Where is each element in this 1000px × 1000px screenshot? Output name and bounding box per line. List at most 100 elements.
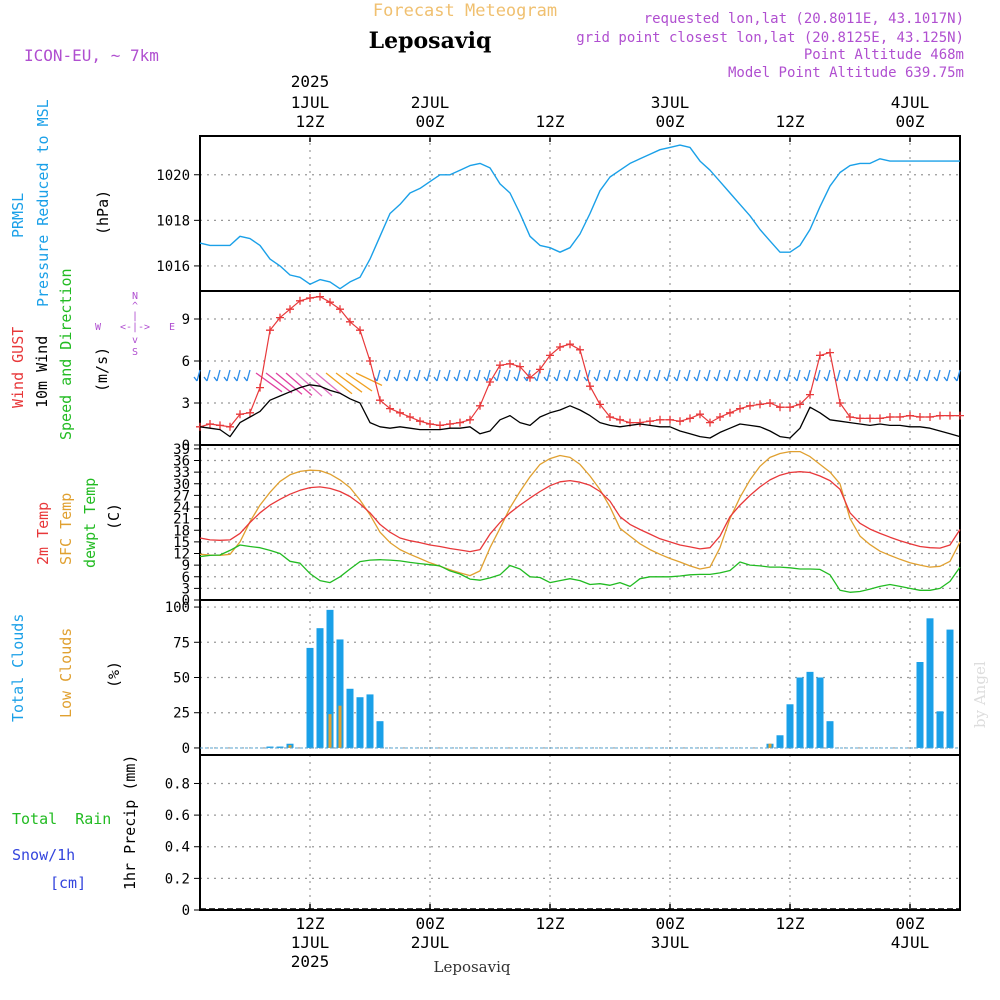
wind-gust-marker xyxy=(956,411,964,420)
wind-direction-arrow xyxy=(496,369,501,382)
wind-speed-direction-label: Speed and Direction xyxy=(57,268,75,440)
wind-direction-arrow xyxy=(726,369,731,382)
wind-gust-marker xyxy=(686,414,694,423)
wind-gust-marker xyxy=(376,396,384,405)
bottom-axis-label: 12Z xyxy=(296,914,325,933)
wind-direction-arrowhead xyxy=(463,376,468,382)
pressure-frame xyxy=(199,135,961,292)
wind-direction-arrow xyxy=(606,369,611,382)
wind-gust-marker xyxy=(546,351,554,360)
wind-strong-arrow xyxy=(345,372,373,392)
wind-direction-arrow xyxy=(786,369,791,382)
temp-unit-label: (C) xyxy=(105,503,123,530)
temp-2m-label: 2m Temp xyxy=(34,502,52,565)
wind-direction-arrow xyxy=(476,369,481,382)
total-clouds-bar xyxy=(796,677,804,748)
precip-panel: 0 0.2 0.4 0.6 0.8 xyxy=(165,754,961,919)
wind-gust-marker xyxy=(306,294,314,302)
wind-direction-arrow xyxy=(836,369,841,382)
wind-direction-arrowhead xyxy=(583,376,588,382)
bottom-axis-label: 2025 xyxy=(291,952,330,971)
wind-strong-arrow xyxy=(315,372,343,396)
wind-direction-arrowhead xyxy=(663,376,668,382)
clouds-ytick-label: 75 xyxy=(173,635,190,651)
wind-direction-arrowhead xyxy=(503,376,508,382)
wind-gust-marker xyxy=(566,340,574,349)
low-clouds-label: Low Clouds xyxy=(57,628,75,718)
low-clouds-bar xyxy=(328,714,332,748)
wind-direction-arrow xyxy=(946,369,951,382)
wind-gust-marker xyxy=(676,417,684,426)
wind-gust-marker xyxy=(886,413,894,421)
wind-direction-arrowhead xyxy=(553,376,558,382)
precip-ytick-label: 0.8 xyxy=(165,776,190,792)
wind-direction-arrowhead xyxy=(943,376,948,382)
wind-gust-marker xyxy=(556,343,564,351)
wind-gust-marker xyxy=(516,362,524,371)
wind-direction-arrowhead xyxy=(413,376,418,382)
wind-direction-arrow xyxy=(236,369,241,382)
wind-panel: 0 3 6 9 xyxy=(182,290,961,454)
wind-direction-arrowhead xyxy=(853,376,858,382)
wind-gust-marker xyxy=(446,420,454,428)
snow-unit-label: [cm] xyxy=(50,874,86,892)
pressure-ytick-label: 1020 xyxy=(156,168,190,184)
wind-direction-arrowhead xyxy=(223,376,228,382)
compass-ns-line: | xyxy=(132,311,138,322)
wind-gust-marker xyxy=(486,378,494,386)
total-clouds-bar xyxy=(356,697,364,748)
pressure-label-prmsl: PRMSL xyxy=(9,193,27,238)
wind-direction-arrow xyxy=(936,369,941,382)
wind-gust-marker xyxy=(916,413,924,421)
compass-east: E xyxy=(169,322,175,333)
wind-panel-labels: Wind GUST 10m Wind Speed and Direction (… xyxy=(9,268,175,440)
bottom-axis-label: 00Z xyxy=(416,914,445,933)
bottom-axis-label: 1JUL xyxy=(291,933,330,952)
wind-ytick-label: 9 xyxy=(182,312,190,328)
wind-direction-arrowhead xyxy=(913,376,918,382)
wind-direction-arrow xyxy=(206,369,211,382)
bottom-axis-label: 00Z xyxy=(656,914,685,933)
panels: 1016101810200369036912151821242730333639… xyxy=(156,135,964,919)
clouds-ytick-label: 25 xyxy=(173,706,190,722)
wind-direction-arrow xyxy=(716,369,721,382)
wind-direction-arrowhead xyxy=(423,376,428,382)
temperature-ytick-label: 27 xyxy=(173,488,190,504)
clouds-ytick-label: 0 xyxy=(182,741,190,757)
total-clouds-bar xyxy=(806,671,814,748)
wind-direction-arrowhead xyxy=(393,376,398,382)
wind-direction-arrow xyxy=(916,369,921,382)
top-axis-label: 4JUL xyxy=(891,93,930,112)
wind-direction-arrowhead xyxy=(783,376,788,382)
wind-gust-marker xyxy=(816,351,824,360)
bottom-axis-label: 2JUL xyxy=(411,933,450,952)
compass-south-arrow: v xyxy=(132,335,138,346)
wind-direction-arrowhead xyxy=(433,376,438,382)
wind-gust-marker xyxy=(356,326,364,335)
precip-ytick-label: 0 xyxy=(182,903,190,919)
wind-gust-marker xyxy=(576,345,584,354)
wind-gust-marker xyxy=(276,313,284,322)
wind-direction-arrow xyxy=(666,369,671,382)
grid-point-coords: grid point closest lon,lat (20.8125E, 43… xyxy=(576,30,964,46)
pressure-ytick-label: 1018 xyxy=(156,213,190,229)
compass-north: N xyxy=(132,291,138,302)
wind-direction-arrowhead xyxy=(573,376,578,382)
temperature-ytick-label: 3 xyxy=(182,581,190,597)
top-axis-label: 3JUL xyxy=(651,93,690,112)
wind-strong-arrow xyxy=(305,372,333,397)
wind-gust-marker xyxy=(606,413,614,421)
wind-direction-arrow xyxy=(736,369,741,382)
wind-direction-arrow xyxy=(246,369,251,382)
wind-strong-arrow xyxy=(355,372,383,386)
wind-gust-marker xyxy=(666,415,674,424)
temperature-ytick-label: 12 xyxy=(173,547,190,563)
wind-direction-arrowhead xyxy=(763,376,768,382)
temperature-ytick-label: 0 xyxy=(182,593,190,609)
wind-direction-arrow xyxy=(446,369,451,382)
total-clouds-bar xyxy=(326,609,334,748)
wind-gust-marker xyxy=(876,414,884,423)
wind-direction-arrowhead xyxy=(773,376,778,382)
wind-direction-arrow xyxy=(386,369,391,382)
wind-direction-arrowhead xyxy=(493,376,498,382)
